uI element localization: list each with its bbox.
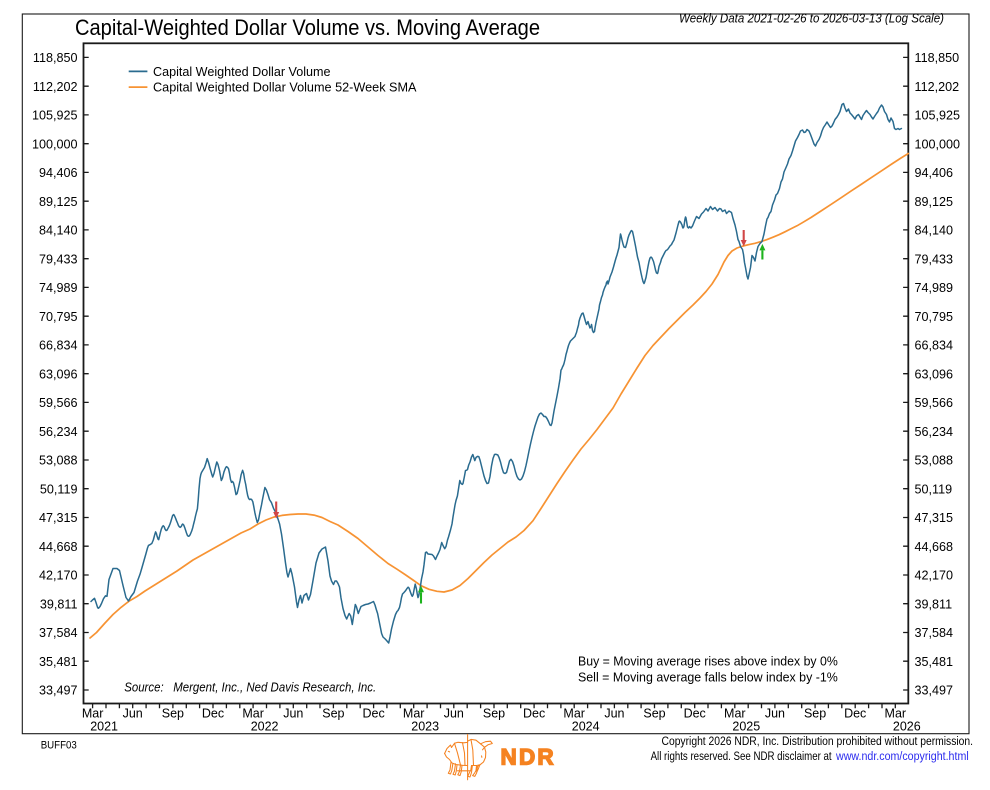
svg-text:2021: 2021 xyxy=(90,720,118,734)
svg-text:Jun: Jun xyxy=(444,707,464,721)
svg-text:Sep: Sep xyxy=(804,707,826,721)
svg-text:Capital Weighted Dollar Volume: Capital Weighted Dollar Volume xyxy=(153,64,331,79)
svg-text:47,315: 47,315 xyxy=(915,511,954,525)
svg-text:NDR: NDR xyxy=(501,745,556,770)
svg-text:33,497: 33,497 xyxy=(39,684,78,698)
svg-text:Mar: Mar xyxy=(563,707,585,721)
svg-text:89,125: 89,125 xyxy=(915,195,954,209)
svg-text:94,406: 94,406 xyxy=(915,166,954,180)
svg-text:50,119: 50,119 xyxy=(40,482,78,496)
svg-text:79,433: 79,433 xyxy=(915,252,954,266)
svg-text:53,088: 53,088 xyxy=(915,454,954,468)
svg-text:35,481: 35,481 xyxy=(915,655,954,669)
svg-text:59,566: 59,566 xyxy=(915,396,954,410)
svg-text:59,566: 59,566 xyxy=(39,396,78,410)
svg-text:Sell = Moving average falls be: Sell = Moving average falls below index … xyxy=(578,670,838,685)
svg-text:Capital-Weighted Dollar Volume: Capital-Weighted Dollar Volume vs. Movin… xyxy=(75,15,540,40)
svg-text:89,125: 89,125 xyxy=(39,195,78,209)
svg-text:50,119: 50,119 xyxy=(915,482,953,496)
svg-text:39,811: 39,811 xyxy=(40,597,78,611)
svg-text:Copyright 2026 NDR, Inc. Distr: Copyright 2026 NDR, Inc. Distribution pr… xyxy=(662,734,974,748)
svg-text:37,584: 37,584 xyxy=(915,626,954,640)
svg-text:All rights reserved. See NDR d: All rights reserved. See NDR disclaimer … xyxy=(651,749,832,763)
svg-text:Mar: Mar xyxy=(724,707,746,721)
svg-text:118,850: 118,850 xyxy=(33,51,78,65)
svg-text:84,140: 84,140 xyxy=(39,224,78,238)
svg-text:Dec: Dec xyxy=(684,707,706,721)
svg-text:56,234: 56,234 xyxy=(915,425,954,439)
svg-text:44,668: 44,668 xyxy=(39,540,78,554)
svg-text:33,497: 33,497 xyxy=(915,684,954,698)
svg-text:Jun: Jun xyxy=(765,707,785,721)
svg-text:2022: 2022 xyxy=(251,720,279,734)
svg-text:39,811: 39,811 xyxy=(915,597,953,611)
svg-text:BUFF03: BUFF03 xyxy=(41,740,77,752)
svg-text:Sep: Sep xyxy=(322,707,344,721)
svg-text:56,234: 56,234 xyxy=(39,425,78,439)
svg-text:Sep: Sep xyxy=(162,707,184,721)
svg-text:105,925: 105,925 xyxy=(915,109,961,123)
svg-text:Dec: Dec xyxy=(844,707,866,721)
svg-text:42,170: 42,170 xyxy=(39,569,78,583)
svg-text:79,433: 79,433 xyxy=(39,252,78,266)
svg-text:94,406: 94,406 xyxy=(39,166,78,180)
svg-text:2023: 2023 xyxy=(411,720,439,734)
svg-text:Dec: Dec xyxy=(523,707,545,721)
svg-text:Sep: Sep xyxy=(643,707,665,721)
svg-text:Source: Mergent, Inc., Ned D: Source: Mergent, Inc., Ned Davis Researc… xyxy=(124,680,376,695)
svg-text:112,202: 112,202 xyxy=(33,80,78,94)
svg-text:70,795: 70,795 xyxy=(39,310,78,324)
svg-text:35,481: 35,481 xyxy=(39,655,78,669)
svg-text:Jun: Jun xyxy=(123,707,143,721)
svg-text:47,315: 47,315 xyxy=(39,511,78,525)
svg-text:Capital Weighted Dollar Volume: Capital Weighted Dollar Volume 52-Week S… xyxy=(153,80,417,95)
svg-text:53,088: 53,088 xyxy=(39,454,78,468)
svg-text:2024: 2024 xyxy=(572,720,600,734)
svg-text:Jun: Jun xyxy=(604,707,624,721)
svg-text:Sep: Sep xyxy=(483,707,505,721)
svg-text:Jun: Jun xyxy=(283,707,303,721)
svg-text:84,140: 84,140 xyxy=(915,224,954,238)
svg-text:2026: 2026 xyxy=(893,720,921,734)
svg-text:100,000: 100,000 xyxy=(32,137,78,151)
svg-text:Mar: Mar xyxy=(403,707,425,721)
svg-text:Mar: Mar xyxy=(82,707,104,721)
svg-text:118,850: 118,850 xyxy=(915,51,960,65)
svg-text:105,925: 105,925 xyxy=(32,109,78,123)
svg-text:44,668: 44,668 xyxy=(915,540,954,554)
svg-text:42,170: 42,170 xyxy=(915,569,954,583)
svg-text:www.ndr.com/copyright.html: www.ndr.com/copyright.html xyxy=(835,749,969,763)
svg-text:100,000: 100,000 xyxy=(915,137,961,151)
svg-text:2025: 2025 xyxy=(732,720,760,734)
svg-text:Mar: Mar xyxy=(885,707,907,721)
svg-text:66,834: 66,834 xyxy=(915,339,954,353)
svg-text:Weekly Data 2021-02-26 to 2026: Weekly Data 2021-02-26 to 2026-03-13 (Lo… xyxy=(679,12,944,26)
svg-text:74,989: 74,989 xyxy=(915,281,954,295)
svg-text:37,584: 37,584 xyxy=(39,626,78,640)
svg-text:66,834: 66,834 xyxy=(39,339,78,353)
svg-text:Dec: Dec xyxy=(202,707,224,721)
svg-text:Mar: Mar xyxy=(242,707,264,721)
svg-text:70,795: 70,795 xyxy=(915,310,954,324)
svg-text:112,202: 112,202 xyxy=(915,80,960,94)
svg-text:63,096: 63,096 xyxy=(39,367,78,381)
svg-text:63,096: 63,096 xyxy=(915,367,954,381)
svg-text:Dec: Dec xyxy=(362,707,384,721)
svg-text:74,989: 74,989 xyxy=(39,281,78,295)
svg-text:Buy = Moving average rises abo: Buy = Moving average rises above index b… xyxy=(578,654,838,669)
